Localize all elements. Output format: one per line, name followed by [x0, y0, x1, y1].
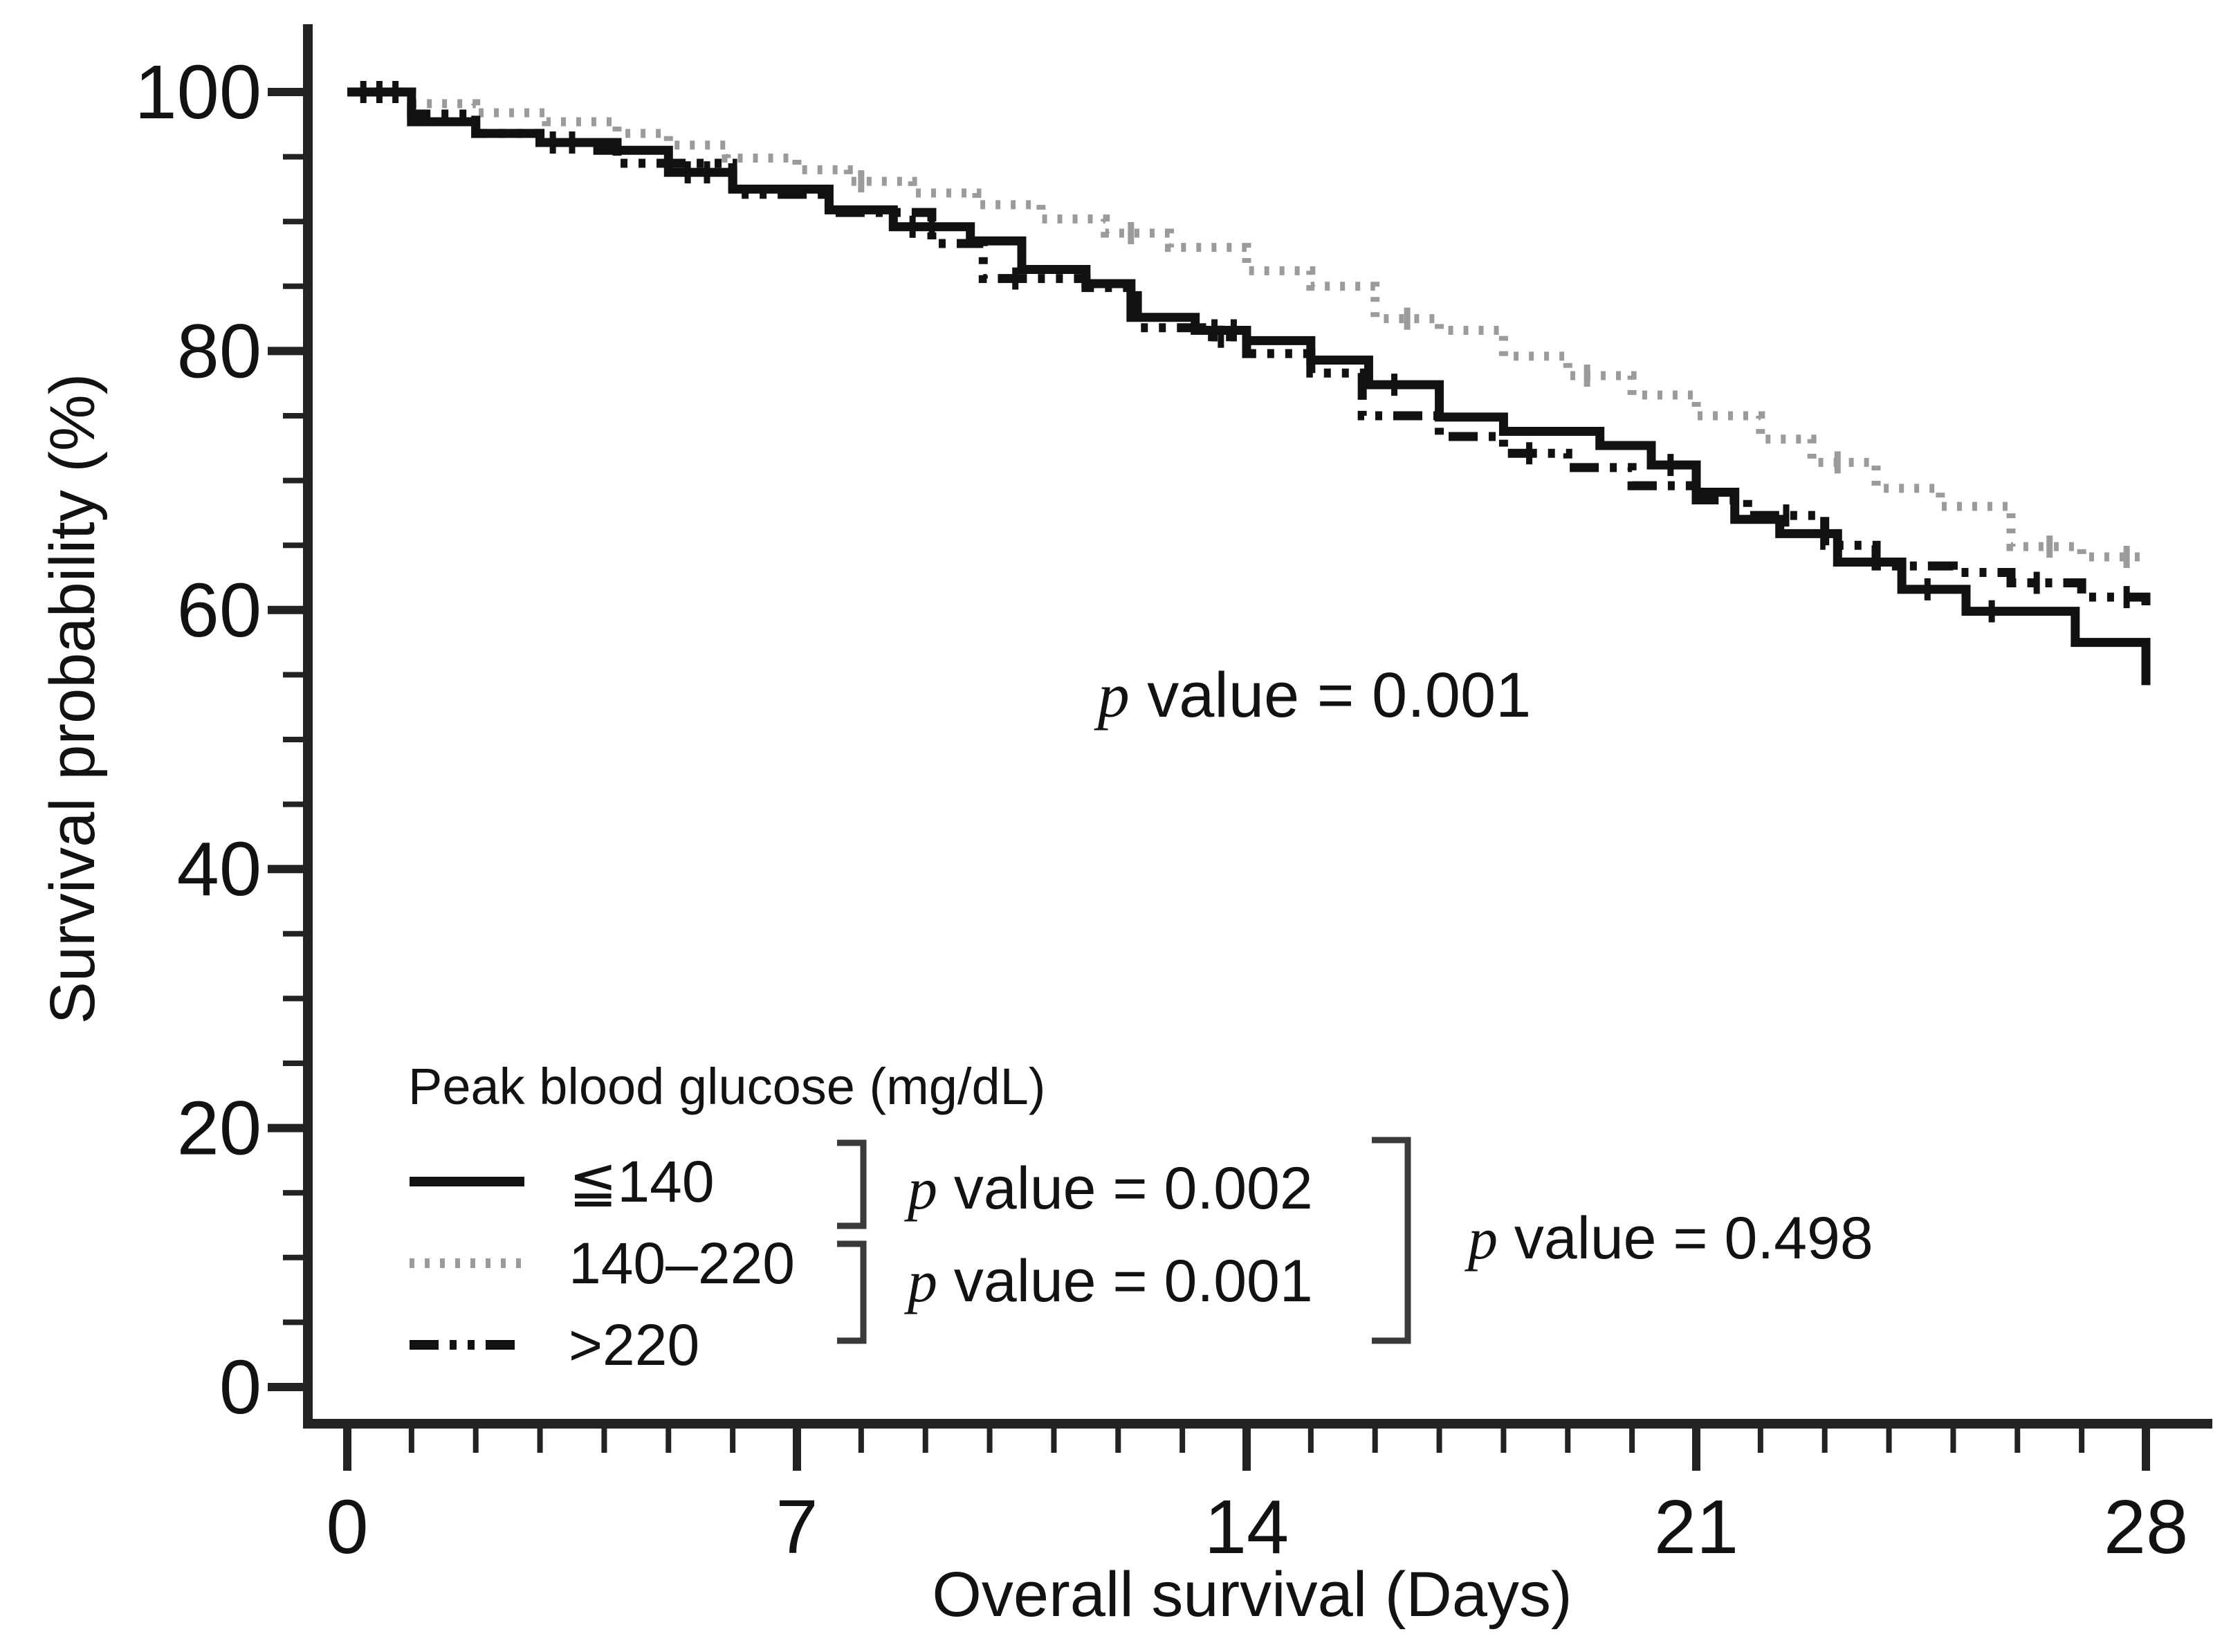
legend: Peak blood glucose (mg/dL) ≦140 140–220 >2… — [408, 1057, 1045, 1386]
bracket-le140-vs-gt220 — [1372, 1137, 1411, 1344]
bracket-le140-vs-140-220 — [837, 1139, 867, 1229]
y-tick-label: 60 — [177, 568, 261, 653]
y-axis-title: Survival probability (%) — [37, 373, 108, 1025]
legend-label: >220 — [569, 1312, 700, 1377]
legend-title: Peak blood glucose (mg/dL) — [408, 1058, 1046, 1115]
legend-item-gt220: >220 — [408, 1304, 1045, 1386]
legend-line-sample-dotted — [410, 1258, 524, 1268]
legend-label: 140–220 — [569, 1230, 796, 1296]
x-axis-title: Overall survival (Days) — [932, 1559, 1572, 1630]
bracket-140-220-vs-gt220 — [837, 1240, 867, 1344]
pairwise-p-value-140-220-vs-gt220: p value = 0.001 — [908, 1248, 1313, 1314]
legend-item-140-220: 140–220 — [408, 1222, 1045, 1304]
y-tick-label: 20 — [177, 1086, 261, 1171]
x-tick-label: 21 — [1654, 1485, 1738, 1570]
legend-label: ≦140 — [569, 1149, 715, 1214]
y-tick-label: 80 — [177, 309, 261, 394]
y-tick-label: 0 — [219, 1345, 261, 1430]
x-tick-label: 0 — [326, 1485, 368, 1570]
x-tick-label: 28 — [2104, 1485, 2188, 1570]
pairwise-p-value-le140-vs-140-220: p value = 0.002 — [908, 1155, 1313, 1222]
legend-line-sample-solid — [410, 1177, 524, 1186]
y-tick-label: 100 — [134, 50, 261, 135]
overall-p-value-annotation: p value = 0.001 — [1097, 660, 1532, 731]
y-tick-label: 40 — [177, 827, 261, 912]
curve-dash-dot-dot — [347, 87, 2151, 609]
legend-line-sample-dash-dot-dot — [410, 1340, 524, 1350]
curve-solid — [347, 87, 2151, 686]
pairwise-p-value-le140-vs-gt220: p value = 0.498 — [1468, 1205, 1873, 1272]
x-tick-label: 14 — [1204, 1485, 1289, 1570]
curve-dotted — [347, 87, 2146, 562]
legend-rows: ≦140 140–220 >220 — [408, 1141, 1045, 1386]
legend-item-le140: ≦140 — [408, 1141, 1045, 1222]
x-tick-label: 7 — [775, 1485, 818, 1570]
